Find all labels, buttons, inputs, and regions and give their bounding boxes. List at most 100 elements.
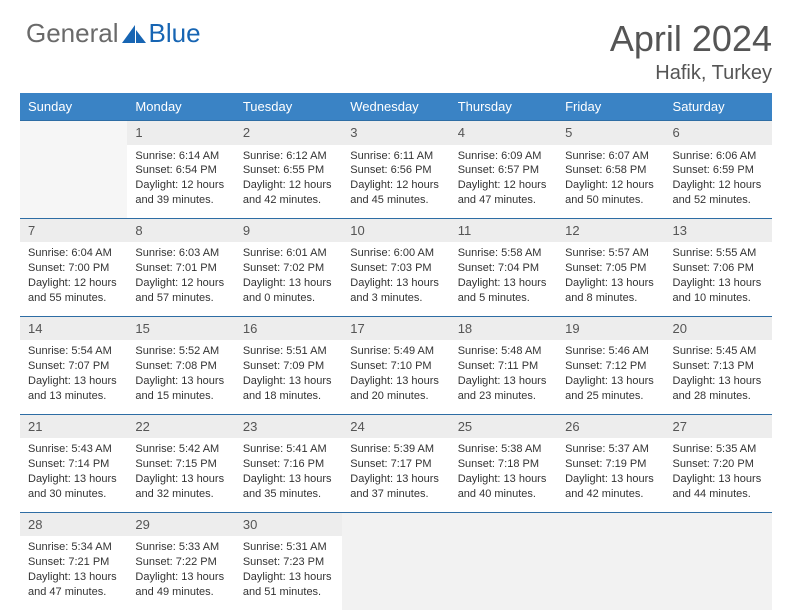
- day-number-cell: 11: [450, 218, 557, 242]
- header: General Blue April 2024 Hafik, Turkey: [20, 18, 772, 85]
- sunset-line: Sunset: 7:18 PM: [458, 457, 549, 472]
- day-content-cell: Sunrise: 5:33 AMSunset: 7:22 PMDaylight:…: [127, 536, 234, 609]
- sunrise-line: Sunrise: 5:45 AM: [673, 344, 764, 359]
- sunrise-line: Sunrise: 5:52 AM: [135, 344, 226, 359]
- daylight-line: Daylight: 13 hours and 23 minutes.: [458, 374, 549, 404]
- sunset-line: Sunset: 7:17 PM: [350, 457, 441, 472]
- sunset-line: Sunset: 7:21 PM: [28, 555, 119, 570]
- daylight-line: Daylight: 12 hours and 52 minutes.: [673, 178, 764, 208]
- sunrise-line: Sunrise: 5:46 AM: [565, 344, 656, 359]
- daylight-line: Daylight: 13 hours and 13 minutes.: [28, 374, 119, 404]
- sunrise-line: Sunrise: 5:57 AM: [565, 246, 656, 261]
- day-number-cell: 18: [450, 316, 557, 340]
- sunset-line: Sunset: 7:12 PM: [565, 359, 656, 374]
- sunset-line: Sunset: 6:56 PM: [350, 163, 441, 178]
- day-number-cell: [20, 121, 127, 145]
- day-content-cell: Sunrise: 6:14 AMSunset: 6:54 PMDaylight:…: [127, 145, 234, 219]
- day-content-cell: [665, 536, 772, 609]
- day-content-cell: [450, 536, 557, 609]
- day-content-cell: Sunrise: 5:43 AMSunset: 7:14 PMDaylight:…: [20, 438, 127, 512]
- calendar-table: Sunday Monday Tuesday Wednesday Thursday…: [20, 93, 772, 610]
- day-content-cell: [557, 536, 664, 609]
- sunrise-line: Sunrise: 5:39 AM: [350, 442, 441, 457]
- daylight-line: Daylight: 13 hours and 5 minutes.: [458, 276, 549, 306]
- weekday-header: Thursday: [450, 93, 557, 121]
- day-number-cell: 17: [342, 316, 449, 340]
- day-content-cell: Sunrise: 5:58 AMSunset: 7:04 PMDaylight:…: [450, 242, 557, 316]
- sunrise-line: Sunrise: 6:07 AM: [565, 149, 656, 164]
- day-number-cell: 7: [20, 218, 127, 242]
- day-content-cell: Sunrise: 5:57 AMSunset: 7:05 PMDaylight:…: [557, 242, 664, 316]
- day-content-cell: Sunrise: 5:34 AMSunset: 7:21 PMDaylight:…: [20, 536, 127, 609]
- sunrise-line: Sunrise: 5:31 AM: [243, 540, 334, 555]
- day-content-cell: Sunrise: 6:09 AMSunset: 6:57 PMDaylight:…: [450, 145, 557, 219]
- day-number-cell: 23: [235, 414, 342, 438]
- sunset-line: Sunset: 7:23 PM: [243, 555, 334, 570]
- daylight-line: Daylight: 13 hours and 10 minutes.: [673, 276, 764, 306]
- daylight-line: Daylight: 13 hours and 8 minutes.: [565, 276, 656, 306]
- sunset-line: Sunset: 7:09 PM: [243, 359, 334, 374]
- day-number-cell: 14: [20, 316, 127, 340]
- weekday-header: Monday: [127, 93, 234, 121]
- day-number-cell: 26: [557, 414, 664, 438]
- sunrise-line: Sunrise: 5:58 AM: [458, 246, 549, 261]
- day-content-cell: Sunrise: 6:11 AMSunset: 6:56 PMDaylight:…: [342, 145, 449, 219]
- day-number-cell: 30: [235, 512, 342, 536]
- daylight-line: Daylight: 13 hours and 40 minutes.: [458, 472, 549, 502]
- day-number-cell: 5: [557, 121, 664, 145]
- daylight-line: Daylight: 13 hours and 47 minutes.: [28, 570, 119, 600]
- day-content-cell: Sunrise: 5:37 AMSunset: 7:19 PMDaylight:…: [557, 438, 664, 512]
- daynum-row: 78910111213: [20, 218, 772, 242]
- day-content-cell: Sunrise: 5:46 AMSunset: 7:12 PMDaylight:…: [557, 340, 664, 414]
- sunset-line: Sunset: 7:01 PM: [135, 261, 226, 276]
- sunrise-line: Sunrise: 5:38 AM: [458, 442, 549, 457]
- sunrise-line: Sunrise: 6:01 AM: [243, 246, 334, 261]
- sunrise-line: Sunrise: 5:33 AM: [135, 540, 226, 555]
- day-content-cell: Sunrise: 5:39 AMSunset: 7:17 PMDaylight:…: [342, 438, 449, 512]
- daylight-line: Daylight: 12 hours and 57 minutes.: [135, 276, 226, 306]
- day-number-cell: 12: [557, 218, 664, 242]
- daynum-row: 21222324252627: [20, 414, 772, 438]
- location: Hafik, Turkey: [610, 62, 772, 85]
- day-content-cell: Sunrise: 5:31 AMSunset: 7:23 PMDaylight:…: [235, 536, 342, 609]
- day-content-cell: Sunrise: 6:03 AMSunset: 7:01 PMDaylight:…: [127, 242, 234, 316]
- sunrise-line: Sunrise: 6:04 AM: [28, 246, 119, 261]
- sunrise-line: Sunrise: 5:51 AM: [243, 344, 334, 359]
- daylight-line: Daylight: 12 hours and 47 minutes.: [458, 178, 549, 208]
- sunrise-line: Sunrise: 6:03 AM: [135, 246, 226, 261]
- sunrise-line: Sunrise: 5:35 AM: [673, 442, 764, 457]
- sunset-line: Sunset: 7:22 PM: [135, 555, 226, 570]
- logo-text-2: Blue: [149, 18, 201, 49]
- logo-text-1: General: [26, 18, 119, 49]
- sunrise-line: Sunrise: 6:06 AM: [673, 149, 764, 164]
- content-row: Sunrise: 5:43 AMSunset: 7:14 PMDaylight:…: [20, 438, 772, 512]
- daylight-line: Daylight: 13 hours and 30 minutes.: [28, 472, 119, 502]
- sunset-line: Sunset: 7:16 PM: [243, 457, 334, 472]
- day-content-cell: Sunrise: 5:35 AMSunset: 7:20 PMDaylight:…: [665, 438, 772, 512]
- daynum-row: 282930: [20, 512, 772, 536]
- daynum-row: 14151617181920: [20, 316, 772, 340]
- sunrise-line: Sunrise: 6:14 AM: [135, 149, 226, 164]
- sunrise-line: Sunrise: 5:43 AM: [28, 442, 119, 457]
- day-content-cell: Sunrise: 5:52 AMSunset: 7:08 PMDaylight:…: [127, 340, 234, 414]
- content-row: Sunrise: 5:54 AMSunset: 7:07 PMDaylight:…: [20, 340, 772, 414]
- day-number-cell: 25: [450, 414, 557, 438]
- sunset-line: Sunset: 7:03 PM: [350, 261, 441, 276]
- day-content-cell: Sunrise: 5:45 AMSunset: 7:13 PMDaylight:…: [665, 340, 772, 414]
- logo-sail-icon: [121, 23, 147, 45]
- day-number-cell: [557, 512, 664, 536]
- daylight-line: Daylight: 13 hours and 18 minutes.: [243, 374, 334, 404]
- day-content-cell: Sunrise: 5:51 AMSunset: 7:09 PMDaylight:…: [235, 340, 342, 414]
- sunset-line: Sunset: 6:55 PM: [243, 163, 334, 178]
- daylight-line: Daylight: 13 hours and 42 minutes.: [565, 472, 656, 502]
- sunset-line: Sunset: 6:57 PM: [458, 163, 549, 178]
- day-content-cell: Sunrise: 6:06 AMSunset: 6:59 PMDaylight:…: [665, 145, 772, 219]
- weekday-header: Tuesday: [235, 93, 342, 121]
- daylight-line: Daylight: 12 hours and 50 minutes.: [565, 178, 656, 208]
- day-number-cell: 29: [127, 512, 234, 536]
- day-content-cell: Sunrise: 6:04 AMSunset: 7:00 PMDaylight:…: [20, 242, 127, 316]
- daylight-line: Daylight: 13 hours and 32 minutes.: [135, 472, 226, 502]
- day-number-cell: 2: [235, 121, 342, 145]
- day-number-cell: [665, 512, 772, 536]
- day-number-cell: 20: [665, 316, 772, 340]
